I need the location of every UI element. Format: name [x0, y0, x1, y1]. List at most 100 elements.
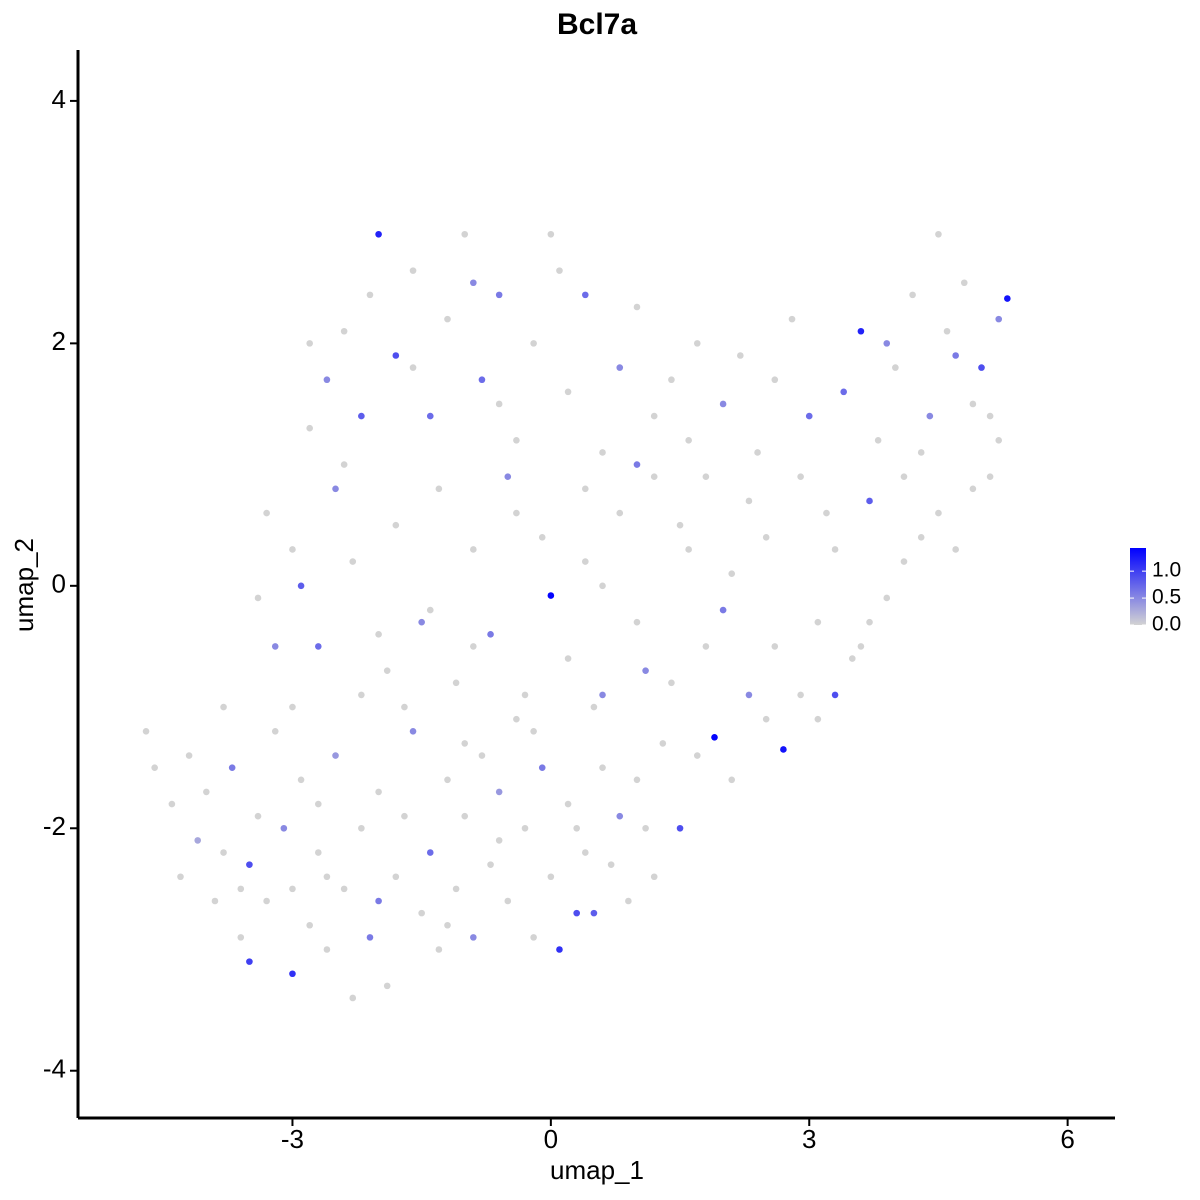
point: [685, 546, 692, 553]
point: [909, 291, 916, 299]
point: [840, 388, 847, 396]
point: [642, 667, 649, 674]
point: [452, 679, 460, 687]
point: [237, 885, 245, 893]
point: [315, 849, 322, 856]
point: [409, 267, 417, 274]
point: [323, 873, 331, 881]
point: [935, 230, 942, 238]
point: [917, 534, 925, 541]
point: [340, 327, 348, 335]
point: [616, 812, 624, 820]
point: [650, 412, 658, 420]
point: [685, 437, 692, 444]
point: [797, 691, 804, 699]
point: [504, 897, 512, 905]
point: [659, 740, 667, 747]
point: [306, 921, 313, 929]
point: [582, 291, 589, 299]
point: [306, 340, 313, 347]
point: [737, 352, 744, 359]
point: [297, 582, 305, 590]
point: [289, 885, 296, 893]
point: [315, 800, 322, 808]
point: [495, 837, 503, 844]
y-tick-label: 0: [52, 569, 66, 599]
point: [246, 958, 253, 965]
point: [788, 315, 796, 323]
point: [538, 764, 546, 771]
point: [358, 412, 365, 420]
y-tick-label: 4: [52, 84, 66, 114]
point: [254, 812, 262, 820]
point: [857, 643, 865, 650]
point: [306, 424, 313, 432]
x-tick-label: 3: [802, 1124, 816, 1154]
point: [452, 885, 460, 893]
point: [392, 521, 400, 529]
point: [547, 230, 555, 238]
point: [547, 873, 555, 881]
point: [487, 861, 494, 868]
point: [599, 449, 606, 456]
point: [392, 352, 400, 359]
point: [960, 279, 968, 287]
point: [332, 752, 339, 759]
colorbar-label: 0.5: [1152, 586, 1181, 609]
point: [883, 340, 891, 347]
point: [943, 327, 951, 335]
x-tick-label: 6: [1060, 1124, 1074, 1154]
point: [435, 485, 443, 493]
point: [358, 691, 365, 699]
point: [831, 691, 839, 699]
point: [590, 703, 598, 711]
point: [538, 534, 546, 541]
point: [616, 364, 624, 371]
point: [917, 449, 925, 456]
point: [633, 618, 641, 626]
point: [435, 946, 443, 953]
point: [530, 934, 537, 941]
point: [849, 655, 856, 662]
colorbar: [1130, 548, 1146, 625]
point: [521, 824, 529, 832]
point: [633, 303, 641, 311]
point: [823, 509, 830, 517]
point: [650, 473, 658, 481]
point: [246, 861, 253, 868]
point: [289, 970, 296, 978]
point: [495, 400, 503, 408]
point: [340, 885, 348, 893]
point: [814, 618, 822, 626]
point: [392, 873, 400, 881]
point: [289, 546, 296, 553]
point: [745, 691, 753, 699]
point: [599, 764, 606, 771]
y-tick-label: -2: [43, 811, 66, 841]
point: [228, 764, 236, 771]
point: [177, 873, 184, 881]
point: [409, 727, 417, 735]
point: [986, 473, 994, 481]
point: [633, 776, 641, 784]
point: [271, 643, 279, 650]
point: [263, 897, 270, 905]
point: [952, 352, 959, 359]
point: [332, 485, 339, 493]
point: [478, 376, 486, 384]
point: [564, 655, 572, 662]
point: [470, 546, 477, 553]
point: [513, 437, 520, 444]
point: [668, 376, 675, 384]
point: [478, 752, 486, 759]
point: [633, 461, 641, 468]
point: [383, 982, 391, 990]
point: [719, 400, 727, 408]
point: [599, 691, 606, 699]
point: [426, 849, 434, 856]
point: [237, 934, 245, 941]
point: [375, 631, 382, 638]
point: [866, 618, 873, 626]
point: [952, 546, 959, 553]
